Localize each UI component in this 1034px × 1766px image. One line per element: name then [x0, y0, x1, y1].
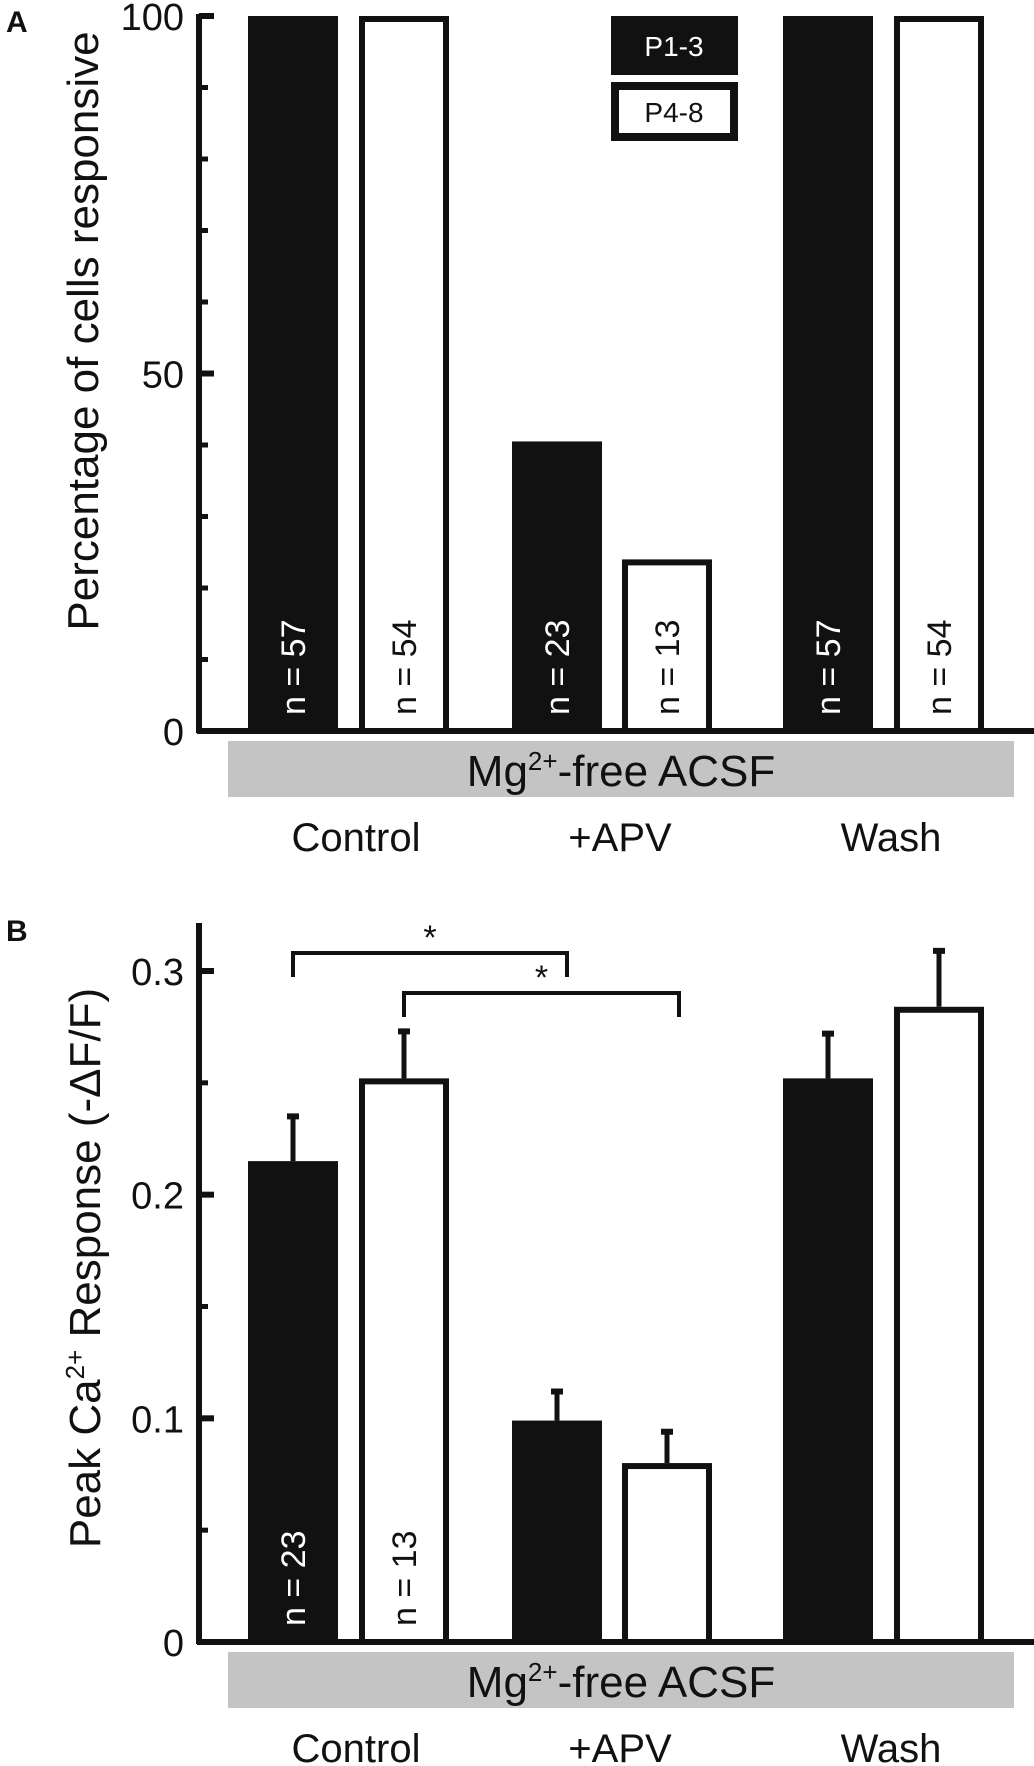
category-label: +APV	[568, 1727, 672, 1766]
panel-a-y-axis-label: Percentage of cells responsive	[59, 31, 108, 630]
panel-a: A Percentage of cells responsive 050100 …	[6, 0, 1034, 860]
n-label: n = 13	[386, 1531, 424, 1626]
n-label: n = 57	[275, 620, 313, 715]
bar-p4-8	[622, 559, 712, 735]
bar-p1-3	[783, 16, 873, 731]
y-tick-label: 100	[121, 0, 184, 39]
panel-b-category-labels: Control +APV Wash	[292, 1727, 942, 1766]
legend-label-p1-3: P1-3	[644, 31, 703, 62]
y-tick-label: 0.1	[131, 1399, 184, 1441]
bar-p4-8	[359, 1078, 449, 1645]
y-tick-label: 50	[142, 355, 184, 397]
category-label: Control	[292, 816, 421, 860]
n-label: n = 23	[275, 1531, 313, 1626]
category-label: Wash	[841, 1727, 942, 1766]
significance-bracket	[402, 991, 681, 1017]
n-label: n = 54	[921, 620, 959, 715]
category-label: Wash	[841, 816, 942, 860]
panel-a-category-labels: Control +APV Wash	[292, 816, 942, 860]
bar-p1-3	[512, 441, 602, 731]
n-label: n = 57	[810, 620, 848, 715]
panel-a-letter: A	[6, 6, 28, 39]
n-label: n = 13	[649, 620, 687, 715]
panel-b-y-axis-label: Peak Ca2+ Response (-ΔF/F)	[60, 988, 110, 1548]
panel-a-condition-band	[228, 741, 1014, 797]
legend-swatch-p1-3	[611, 16, 738, 75]
n-label: n = 54	[386, 620, 424, 715]
y-tick-label: 0	[163, 1623, 184, 1665]
n-label: n = 23	[539, 620, 577, 715]
category-label: +APV	[568, 816, 672, 860]
significance-star: *	[423, 919, 436, 957]
bar-p1-3	[248, 1161, 338, 1642]
category-label: Control	[292, 1727, 421, 1766]
panel-b-significance: **	[291, 919, 681, 1017]
legend-label-p4-8: P4-8	[644, 97, 703, 128]
panel-b-band-label: Mg2+-free ACSF	[467, 1657, 775, 1707]
y-tick-label: 0.2	[131, 1176, 184, 1218]
y-tick-label: 0	[163, 712, 184, 754]
panel-a-legend: P1-3 P4-8	[611, 16, 738, 141]
bar-p1-3	[248, 16, 338, 731]
bar-p1-3	[783, 1078, 873, 1642]
y-tick-label: 0.3	[131, 952, 184, 994]
panel-a-bars: n = 57 n = 23 n = 57 n = 54 n = 13 n = 54	[248, 16, 984, 735]
bar-p4-8	[894, 1006, 984, 1645]
bar-p4-8	[622, 1463, 712, 1645]
bar-p1-3	[512, 1420, 602, 1642]
panel-b: B Peak Ca2+ Response (-ΔF/F) 00.10.20.3 …	[6, 915, 1034, 1766]
panel-a-band-label: Mg2+-free ACSF	[467, 746, 775, 796]
legend-swatch-p4-8	[619, 90, 730, 133]
panel-b-bars: n = 23 n = 13	[248, 947, 984, 1645]
significance-bracket	[291, 951, 569, 977]
panel-b-letter: B	[6, 915, 28, 948]
significance-star: *	[535, 959, 548, 997]
panel-b-condition-band	[228, 1652, 1014, 1708]
